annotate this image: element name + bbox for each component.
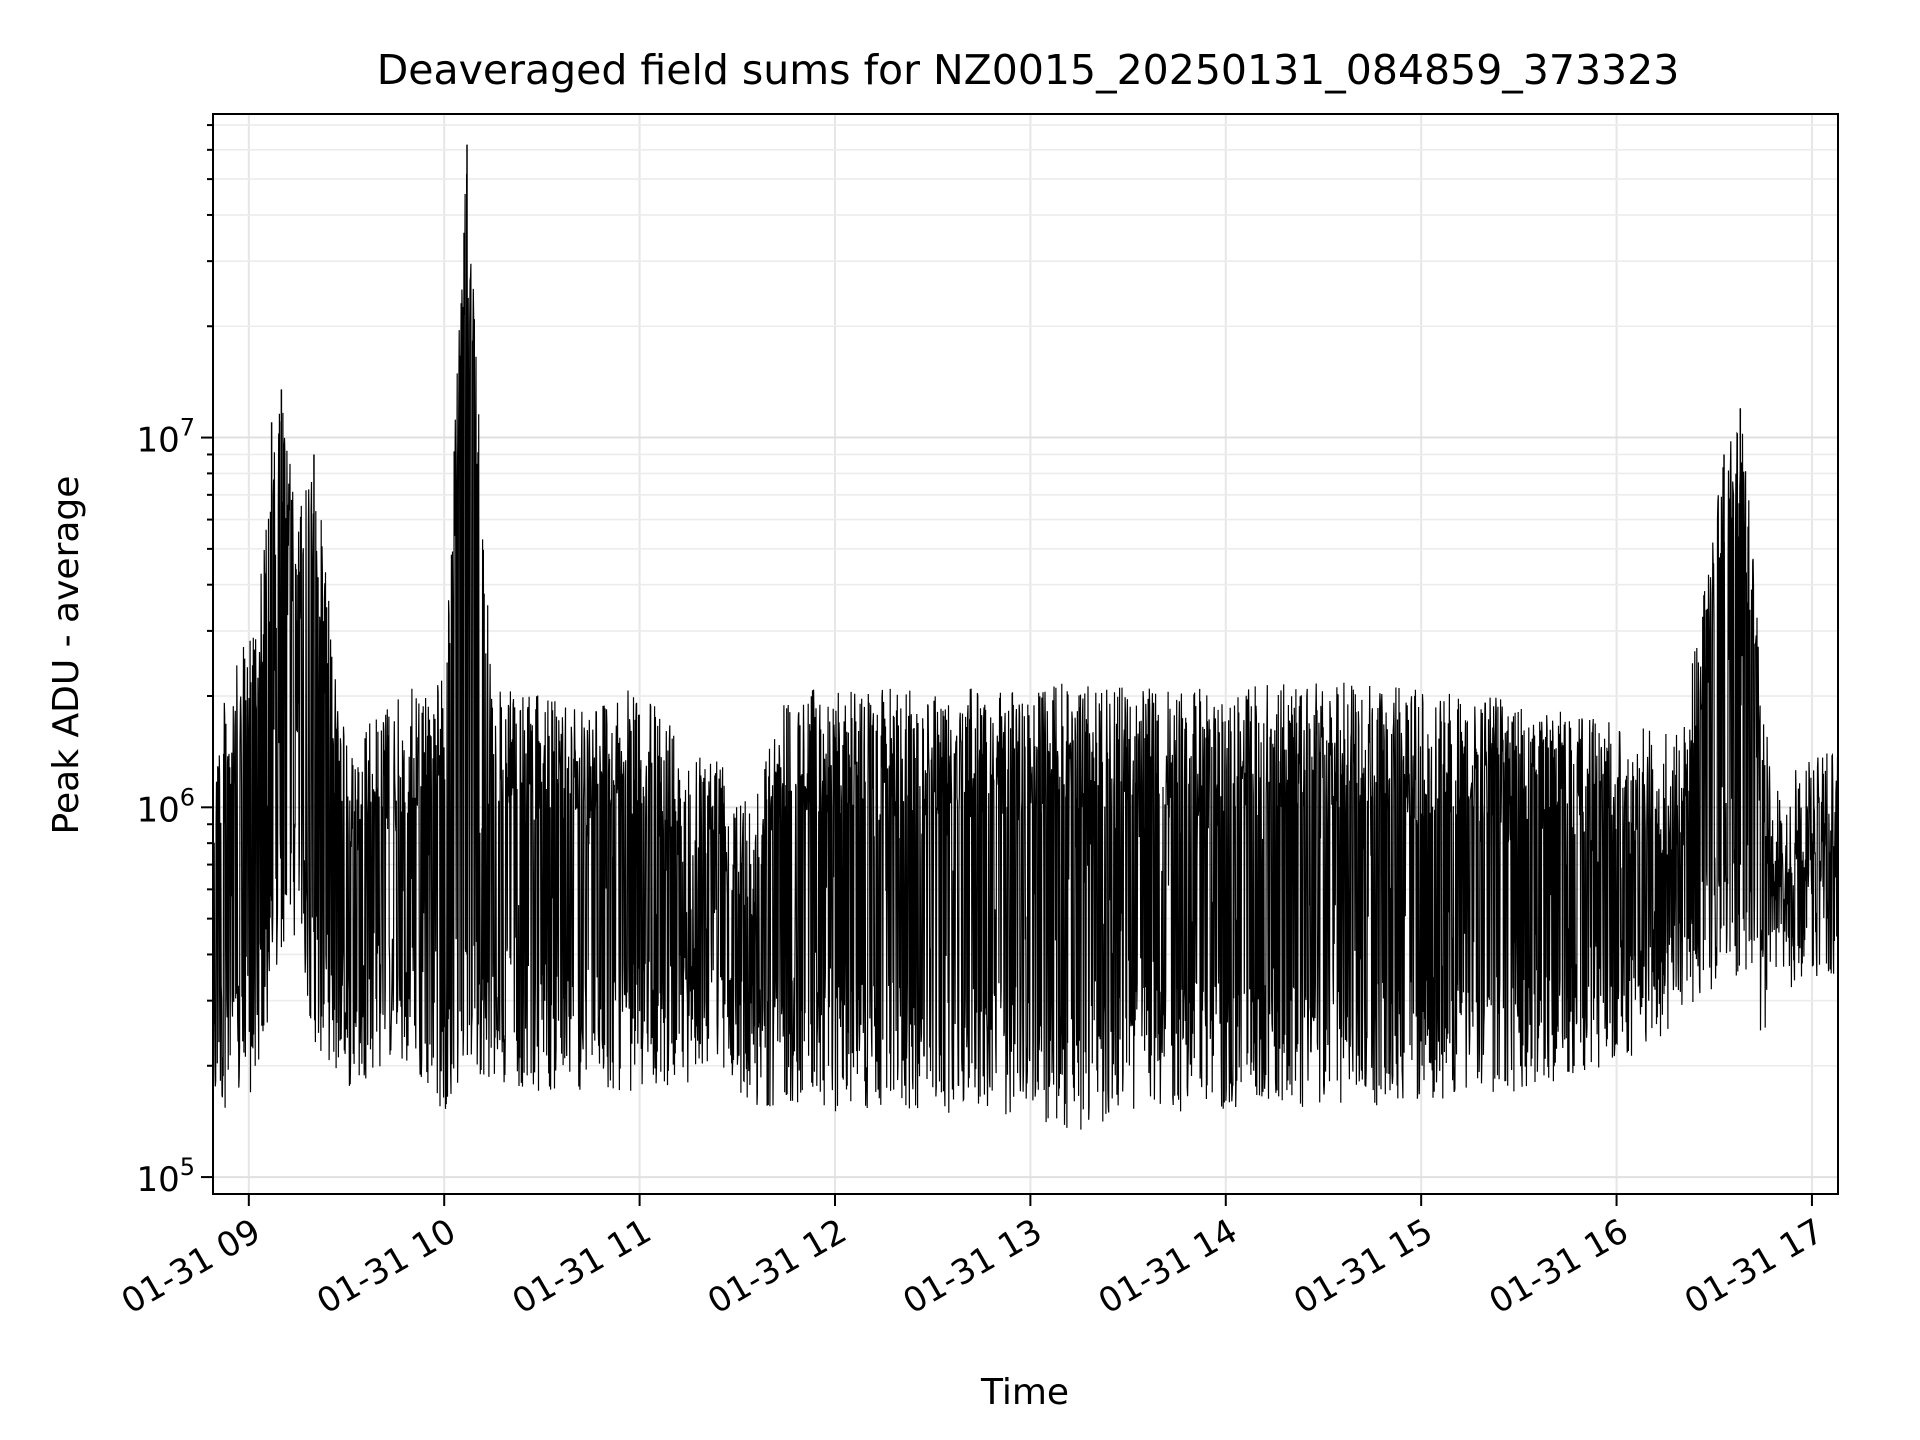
y-tick-label: 105 (136, 1153, 195, 1200)
x-axis-label: Time (980, 1372, 1069, 1413)
y-axis: 105 106 107 (136, 124, 213, 1200)
series-line (212, 173, 1839, 1130)
y-tick-label: 106 (136, 783, 195, 830)
chart-title: Deaveraged field sums for NZ0015_2025013… (377, 46, 1680, 94)
plot-area (212, 144, 1839, 1130)
y-tick-label: 107 (136, 414, 195, 461)
plot-frame (212, 113, 1839, 1195)
y-axis-label: Peak ADU - average (46, 476, 87, 835)
